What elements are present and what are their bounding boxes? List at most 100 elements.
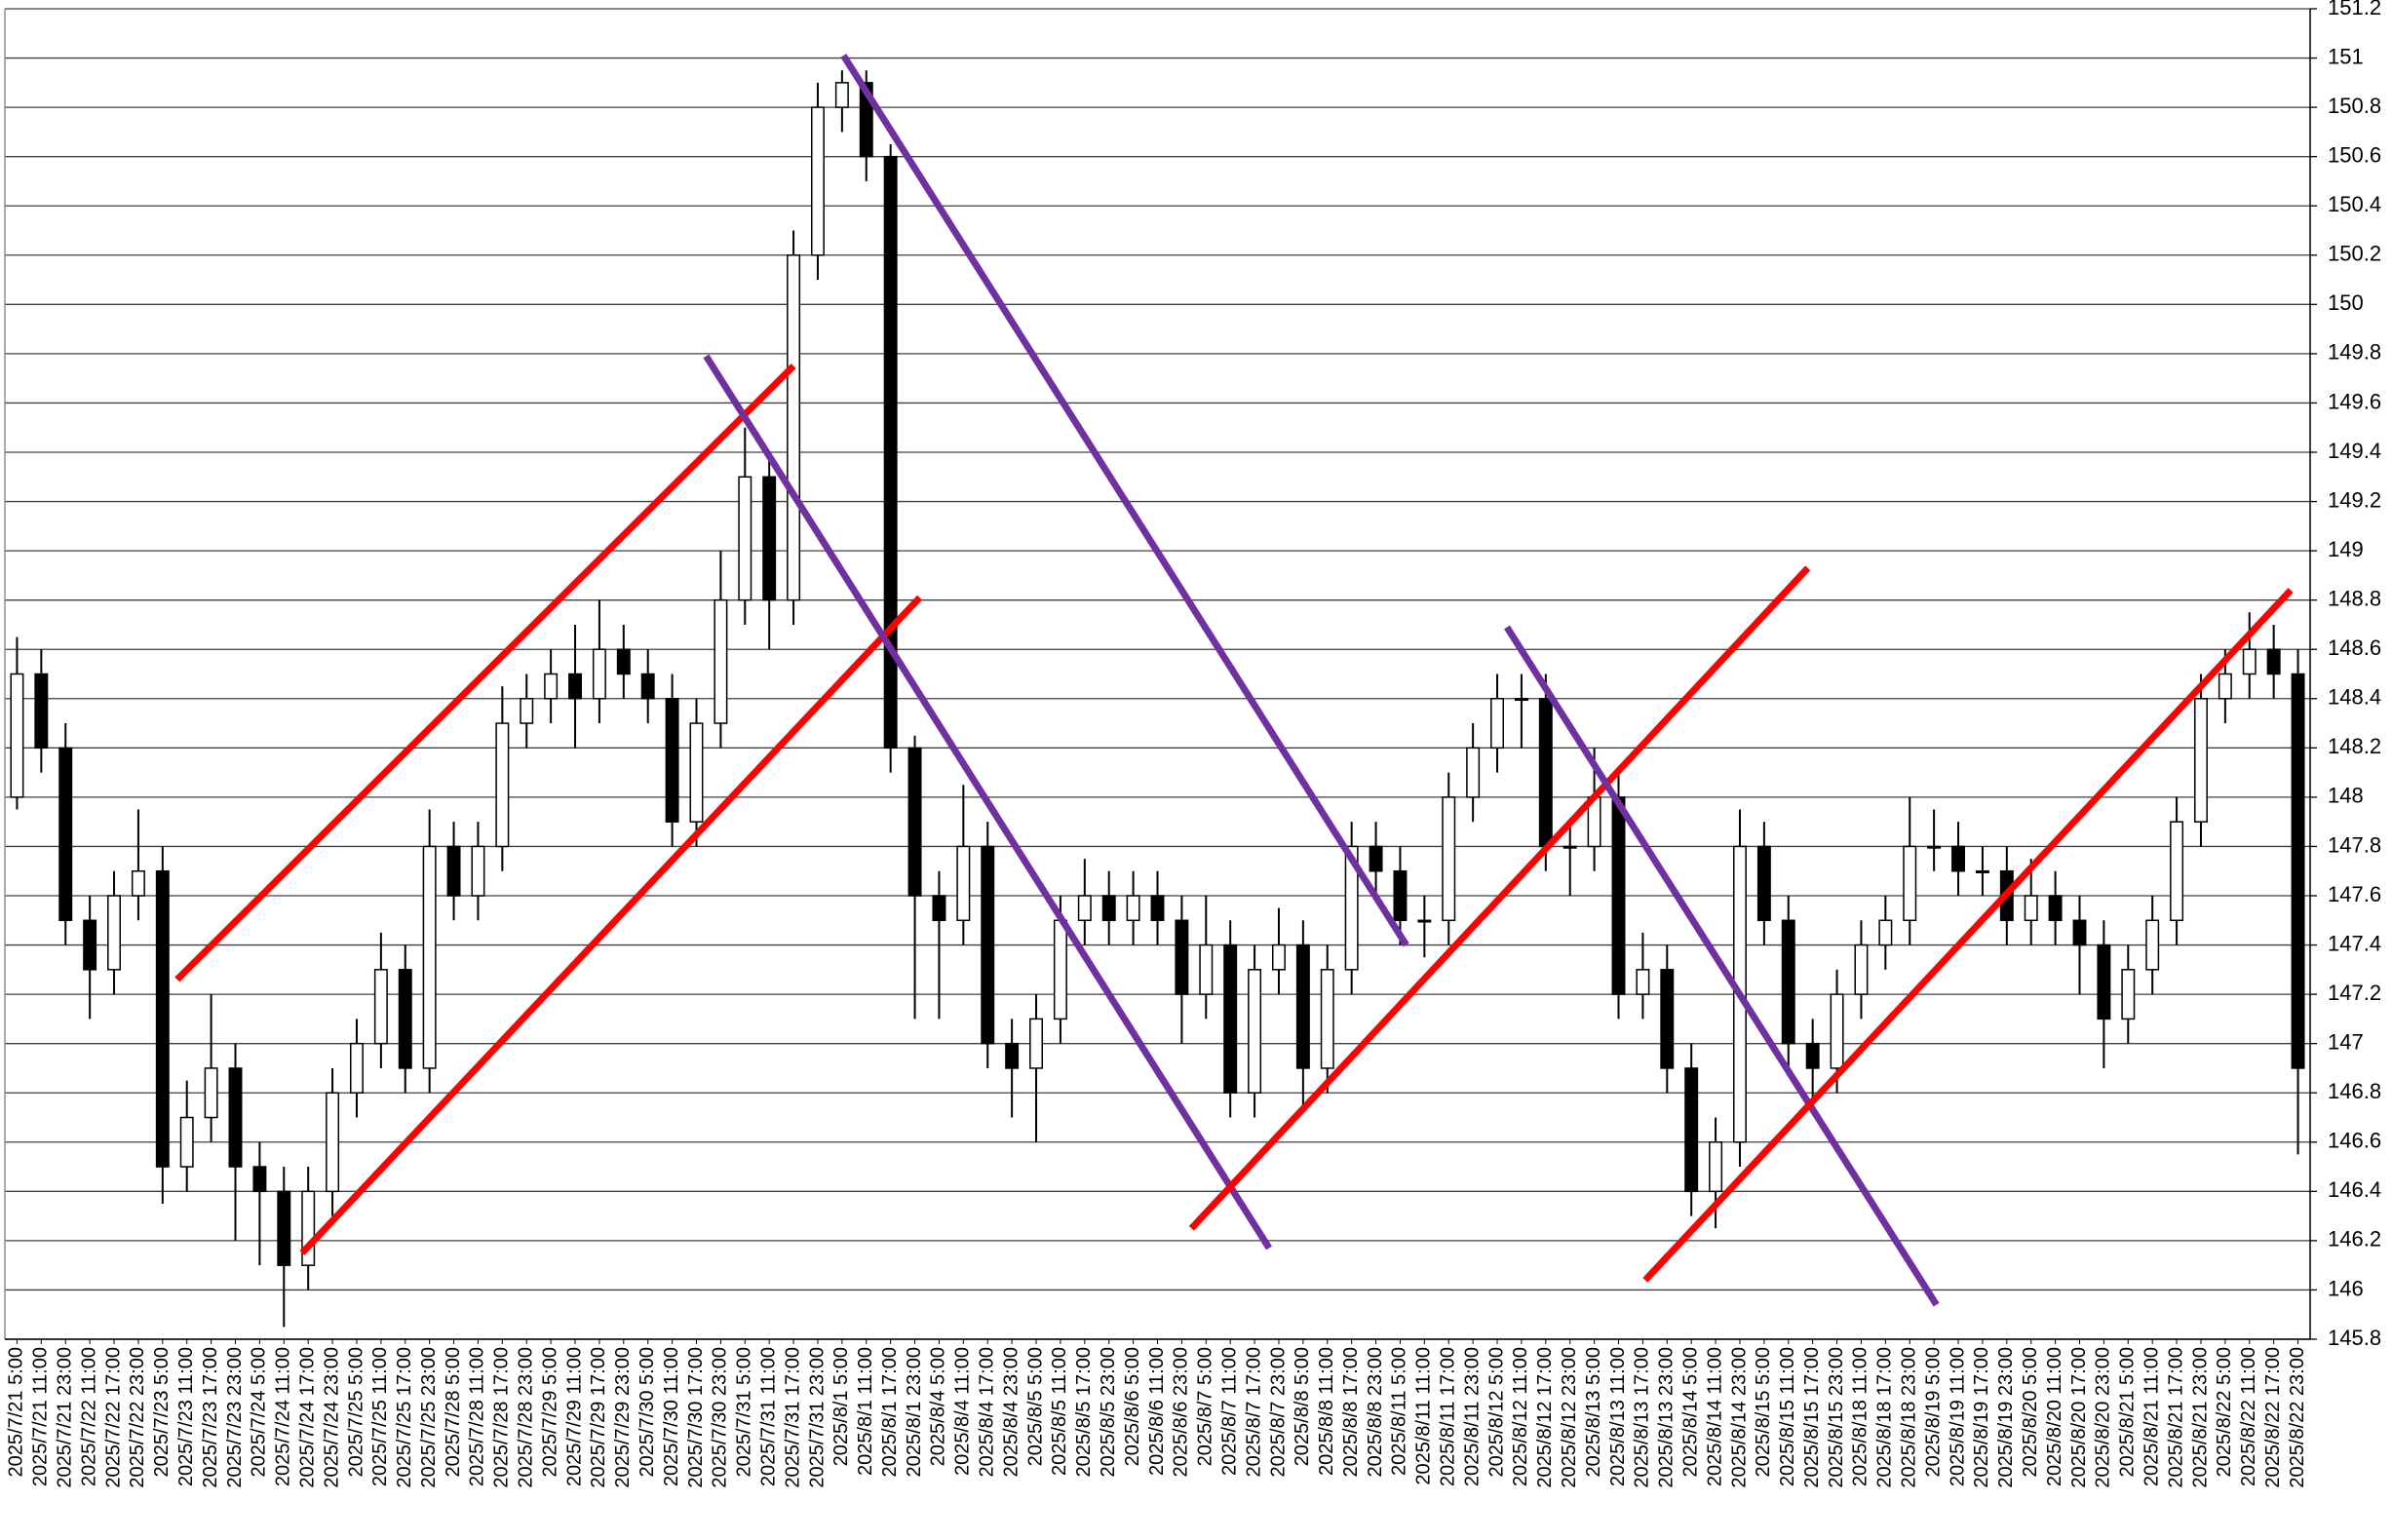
- candle-body: [1272, 943, 1286, 971]
- x-tick-label: 2025/8/8 17:00: [1340, 1347, 1362, 1477]
- x-tick-label: 2025/8/7 17:00: [1243, 1347, 1264, 1477]
- x-tick-label: 2025/7/29 23:00: [612, 1347, 634, 1488]
- x-tick-label: 2025/8/15 23:00: [1826, 1347, 1847, 1488]
- x-tick-label: 2025/7/22 11:00: [78, 1347, 99, 1486]
- x-tick-label: 2025/8/21 17:00: [2165, 1347, 2186, 1488]
- x-tick-label: 2025/7/25 11:00: [369, 1347, 391, 1486]
- candle-body: [1150, 895, 1165, 922]
- candle-body: [1005, 1042, 1020, 1069]
- x-tick-label: 2025/7/21 23:00: [55, 1347, 76, 1488]
- x-tick-label: 2025/7/22 23:00: [127, 1347, 148, 1488]
- candle-body: [1514, 698, 1528, 702]
- candle-body: [326, 1092, 340, 1193]
- candle-body: [1684, 1067, 1699, 1193]
- candle-body: [787, 254, 801, 601]
- x-tick-label: 2025/8/1 17:00: [879, 1347, 901, 1477]
- y-tick-label: 149.2: [2328, 487, 2381, 512]
- x-tick-label: 2025/7/29 5:00: [539, 1347, 560, 1477]
- y-tick-label: 149.6: [2328, 389, 2381, 413]
- y-tick-label: 146.2: [2328, 1227, 2381, 1251]
- x-tick-label: 2025/7/23 11:00: [175, 1347, 197, 1486]
- x-tick-label: 2025/7/30 11:00: [661, 1347, 682, 1486]
- candle-body: [907, 747, 922, 897]
- candle-body: [2242, 648, 2257, 675]
- candle-body: [689, 722, 704, 823]
- candle-body: [373, 969, 388, 1045]
- candle-body: [1344, 845, 1359, 971]
- candle-body: [932, 895, 946, 922]
- candle-body: [1248, 969, 1262, 1094]
- candle-body: [277, 1190, 291, 1266]
- candle-body: [2170, 821, 2184, 922]
- trendline: [299, 595, 923, 1255]
- x-tick-label: 2025/8/6 5:00: [1122, 1347, 1143, 1466]
- x-tick-label: 2025/8/19 17:00: [1971, 1347, 1992, 1488]
- candle-body: [1442, 796, 1456, 922]
- candle-body: [1830, 993, 1844, 1069]
- candle-body: [34, 673, 49, 750]
- x-tick-label: 2025/8/4 11:00: [952, 1347, 974, 1476]
- y-tick-label: 146: [2328, 1276, 2364, 1300]
- y-tick-label: 150.2: [2328, 242, 2381, 266]
- candle-body: [1369, 845, 1383, 872]
- x-tick-label: 2025/7/24 17:00: [296, 1347, 318, 1488]
- x-tick-label: 2025/8/22 5:00: [2214, 1347, 2235, 1477]
- candle-body: [398, 969, 412, 1069]
- candle-body: [1951, 845, 1965, 872]
- x-tick-label: 2025/8/5 11:00: [1049, 1347, 1070, 1476]
- candle-body: [1417, 919, 1432, 923]
- x-tick-label: 2025/7/31 17:00: [782, 1347, 803, 1488]
- x-tick-label: 2025/8/11 5:00: [1389, 1347, 1410, 1476]
- y-tick-label: 149.8: [2328, 340, 2381, 365]
- x-tick-label: 2025/7/21 11:00: [30, 1347, 52, 1486]
- candle-body: [2048, 895, 2063, 922]
- x-tick-label: 2025/8/19 23:00: [1995, 1347, 2017, 1488]
- candle-body: [1781, 919, 1795, 1045]
- candle-body: [252, 1166, 267, 1193]
- y-tick-label: 150: [2328, 290, 2364, 315]
- x-tick-label: 2025/8/5 5:00: [1024, 1347, 1046, 1466]
- x-tick-label: 2025/7/25 5:00: [345, 1347, 367, 1477]
- x-tick-label: 2025/8/19 5:00: [1922, 1347, 1944, 1477]
- x-tick-label: 2025/8/21 23:00: [2189, 1347, 2211, 1488]
- x-tick-label: 2025/7/31 23:00: [806, 1347, 828, 1488]
- x-tick-label: 2025/7/24 11:00: [273, 1347, 294, 1486]
- candle-body: [1660, 969, 1675, 1069]
- x-tick-label: 2025/8/4 17:00: [977, 1347, 998, 1477]
- x-tick-label: 2025/8/5 17:00: [1073, 1347, 1095, 1477]
- candle-body: [204, 1067, 218, 1119]
- candle-body: [1854, 943, 1869, 995]
- x-tick-label: 2025/8/6 23:00: [1171, 1347, 1192, 1477]
- x-tick-label: 2025/8/1 23:00: [904, 1347, 925, 1477]
- y-tick-label: 151: [2328, 44, 2364, 68]
- x-tick-label: 2025/7/28 23:00: [516, 1347, 537, 1488]
- candle-body: [58, 747, 73, 922]
- x-tick-label: 2025/8/18 11:00: [1850, 1347, 1871, 1486]
- candle-body: [762, 476, 777, 601]
- candle-body: [350, 1042, 364, 1094]
- x-tick-label: 2025/8/20 5:00: [2020, 1347, 2041, 1477]
- candle-body: [179, 1116, 194, 1168]
- candle-body: [1636, 969, 1650, 995]
- x-tick-label: 2025/7/31 5:00: [734, 1347, 755, 1477]
- candle-body: [568, 673, 582, 700]
- x-tick-label: 2025/7/23 5:00: [151, 1347, 173, 1477]
- x-tick-label: 2025/7/23 23:00: [224, 1347, 246, 1488]
- x-tick-label: 2025/7/30 5:00: [637, 1347, 658, 1477]
- x-tick-label: 2025/8/22 11:00: [2238, 1347, 2259, 1486]
- y-tick-label: 146.4: [2328, 1177, 2381, 1202]
- y-tick-label: 148.8: [2328, 586, 2381, 610]
- candle-body: [665, 698, 679, 823]
- y-tick-label: 147.8: [2328, 832, 2381, 857]
- x-tick-label: 2025/8/13 5:00: [1583, 1347, 1604, 1477]
- candle-body: [2291, 673, 2305, 1069]
- y-tick-label: 149: [2328, 537, 2364, 561]
- x-tick-label: 2025/8/7 11:00: [1218, 1347, 1240, 1476]
- candle-body: [2097, 943, 2111, 1020]
- candle-body: [1805, 1042, 1820, 1069]
- x-tick-label: 2025/8/15 11:00: [1777, 1347, 1798, 1486]
- x-tick-label: 2025/8/7 5:00: [1195, 1347, 1216, 1466]
- x-tick-label: 2025/7/31 11:00: [757, 1347, 779, 1486]
- candle-body: [10, 673, 24, 798]
